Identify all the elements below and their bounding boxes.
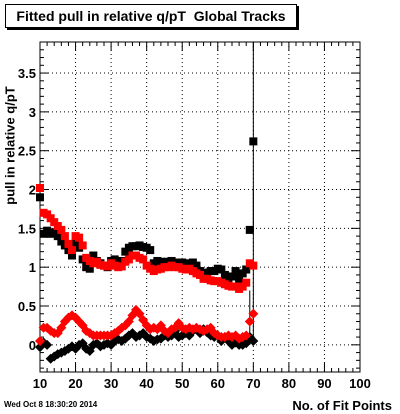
data-point-square <box>217 265 226 274</box>
y-axis-tick-labels: 0 0.5 1 1.5 2 2.5 3 3.5 <box>18 66 36 353</box>
data-point-diamond <box>35 335 45 346</box>
data-point-square <box>53 232 62 241</box>
data-point-square <box>249 261 258 270</box>
plot-frame <box>39 41 361 373</box>
data-point-square <box>85 264 94 273</box>
x-tick-label: 10 <box>33 376 47 391</box>
data-point-square <box>192 261 201 270</box>
y-tick-label: 3 <box>29 105 36 120</box>
chart-title-box: Fitted pull in relative q/pT Global Trac… <box>5 4 297 28</box>
data-point-square <box>139 255 148 264</box>
x-tick-label: 60 <box>211 376 225 391</box>
y-tick-label: 3.5 <box>18 66 36 81</box>
x-tick-label: 30 <box>104 376 118 391</box>
data-point-square <box>60 232 69 241</box>
data-point-diamond <box>56 347 67 358</box>
x-tick-label: 100 <box>349 376 371 391</box>
data-point-square <box>64 239 73 248</box>
x-tick-label: 70 <box>246 376 260 391</box>
data-point-square <box>231 267 240 276</box>
data-point-square <box>235 274 244 283</box>
data-point-diamond <box>244 316 255 327</box>
data-point-square <box>68 251 76 260</box>
data-point-square <box>146 246 155 255</box>
y-tick-label: 2 <box>29 183 36 198</box>
data-point-square <box>249 137 258 146</box>
x-tick-label: 40 <box>139 376 153 391</box>
data-point-square <box>36 183 44 192</box>
data-point-diamond <box>248 308 259 319</box>
x-tick-label: 90 <box>317 376 331 391</box>
y-tick-label: 2.5 <box>18 144 36 159</box>
x-tick-label: 20 <box>68 376 82 391</box>
chart-title: Fitted pull in relative q/pT Global Trac… <box>16 8 286 24</box>
data-point-diamond <box>56 322 67 333</box>
data-point-square <box>242 265 251 274</box>
y-tick-label: 1 <box>29 260 36 275</box>
x-tick-label: 80 <box>282 376 296 391</box>
datestamp: Wed Oct 8 18:30:20 2014 <box>4 400 98 409</box>
x-tick-label: 50 <box>175 376 189 391</box>
x-axis-tick-labels: 10 20 30 40 50 60 70 80 90 100 <box>33 376 371 391</box>
data-point-square <box>57 225 66 234</box>
data-point-diamond <box>248 335 259 346</box>
data-point-square <box>117 262 126 271</box>
data-point-square <box>228 272 236 281</box>
data-point-square <box>78 241 87 250</box>
data-point-square <box>75 233 84 242</box>
data-point-square <box>89 251 98 260</box>
data-point-square <box>242 278 251 287</box>
y-tick-label: 1.5 <box>18 221 36 236</box>
data-point-square <box>68 246 76 255</box>
y-tick-label: 0.5 <box>18 299 36 314</box>
data-points <box>35 42 259 364</box>
data-point-diamond <box>42 339 53 350</box>
data-point-square <box>245 225 254 234</box>
data-point-diamond <box>241 330 252 341</box>
y-tick-label: 0 <box>29 338 36 353</box>
data-point-square <box>36 193 44 202</box>
y-axis-label: pull in relative q/pT <box>2 86 18 205</box>
x-axis-label: No. of Fit Points <box>292 398 392 413</box>
